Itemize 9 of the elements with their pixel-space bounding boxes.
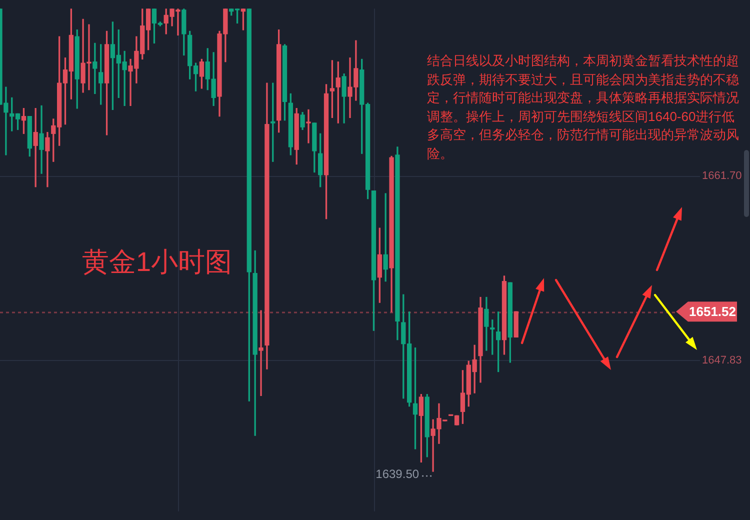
candlestick — [258, 310, 264, 396]
annotation: 1639.50 — [376, 466, 420, 481]
y-tick-label: 1647.83 — [702, 354, 742, 367]
candlestick — [39, 105, 44, 174]
y-tick-label: 1661.70 — [702, 170, 742, 182]
annotation: 结合日线以及小时图结构，本周初黄金暂看技术性的超跌反弹，期待不要过大，且可能会因为美指走势的不稳定，行情随时可能出现变盘，具体策略再根据实际情况调整。操作上，周初可先围绕短线区间1640-60进行低多高空，但务必轻仓，防范行情可能出现的异常波动风险。 — [427, 52, 740, 162]
candlestick — [306, 109, 311, 144]
ref-line-label: 1651.52 — [689, 304, 736, 320]
text: 黄金1小时图 — [82, 246, 232, 278]
